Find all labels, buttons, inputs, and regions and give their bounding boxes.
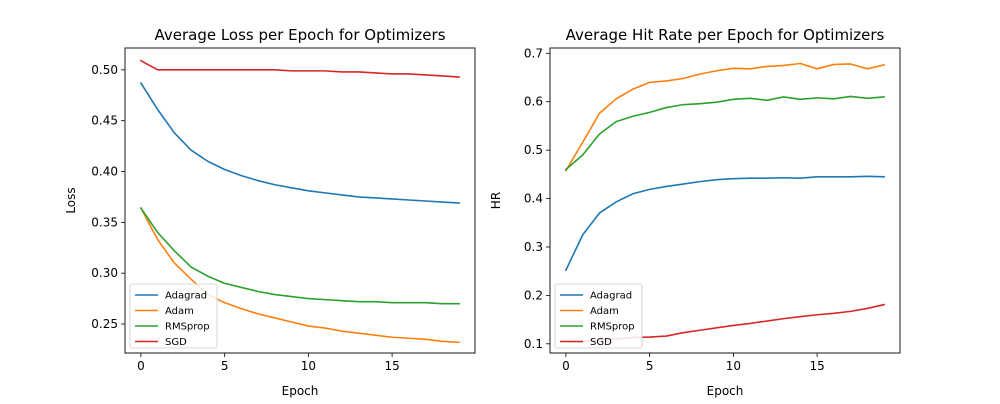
series-line-rmsprop <box>139 207 460 305</box>
loss-chart-panel: Average Loss per Epoch for Optimizers 0 5 1… <box>64 26 476 398</box>
plot-frame <box>124 47 476 354</box>
series-line-adagrad <box>139 81 460 204</box>
legend-label-adagrad: Adagrad <box>590 291 632 302</box>
y-tick-label: 0.4 <box>524 192 543 206</box>
chart-title: Average Hit Rate per Epoch for Optimizer… <box>566 26 885 44</box>
series-line-adam <box>139 207 460 344</box>
legend-label-adagrad: Adagrad <box>165 291 207 302</box>
y-tick-label: 0.45 <box>91 114 118 128</box>
y-tick-label: 0.50 <box>91 63 118 77</box>
x-tick-label: 15 <box>384 359 399 373</box>
legend-label-rmsprop: RMSprop <box>165 322 210 333</box>
y-tick-label: 0.40 <box>91 165 118 179</box>
legend-label-adam: Adam <box>590 306 619 317</box>
legend-label-adam: Adam <box>165 306 194 317</box>
x-tick-label: 0 <box>137 359 145 373</box>
legend: Adagrad Adam RMSprop SGD <box>554 283 643 349</box>
series-line-rmsprop <box>564 95 885 171</box>
legend-label-sgd: SGD <box>165 337 187 348</box>
y-tick-label: 0.5 <box>524 143 543 157</box>
x-axis-label: Epoch <box>707 384 744 398</box>
x-axis-label: Epoch <box>282 384 319 398</box>
x-tick-label: 15 <box>809 359 824 373</box>
y-tick-label: 0.7 <box>524 46 543 60</box>
legend: Adagrad Adam RMSprop SGD <box>129 283 218 349</box>
y-tick-label: 0.25 <box>91 317 118 331</box>
y-axis-label: HR <box>489 192 503 209</box>
y-tick-label: 0.6 <box>524 95 543 109</box>
x-tick-label: 5 <box>646 359 654 373</box>
y-axis-label: Loss <box>64 187 78 213</box>
chart-title: Average Loss per Epoch for Optimizers <box>154 26 445 44</box>
y-tick-label: 0.3 <box>524 240 543 254</box>
y-tick-label: 0.35 <box>91 215 118 229</box>
legend-label-sgd: SGD <box>590 337 612 348</box>
x-tick-label: 10 <box>726 359 741 373</box>
plot-frame <box>549 47 901 354</box>
series-line-adagrad <box>564 175 885 272</box>
x-tick-label: 5 <box>221 359 229 373</box>
legend-label-rmsprop: RMSprop <box>590 322 635 333</box>
x-tick-label: 10 <box>301 359 316 373</box>
hit-rate-chart-panel: Average Hit Rate per Epoch for Optimizer… <box>489 26 901 398</box>
series-line-adam <box>564 62 886 172</box>
x-tick-label: 0 <box>562 359 570 373</box>
y-tick-label: 0.1 <box>524 337 543 351</box>
series-line-sgd <box>139 59 460 78</box>
legend-box <box>129 283 218 349</box>
legend-box <box>554 283 643 349</box>
y-tick-label: 0.2 <box>524 288 543 302</box>
y-tick-label: 0.30 <box>91 266 118 280</box>
